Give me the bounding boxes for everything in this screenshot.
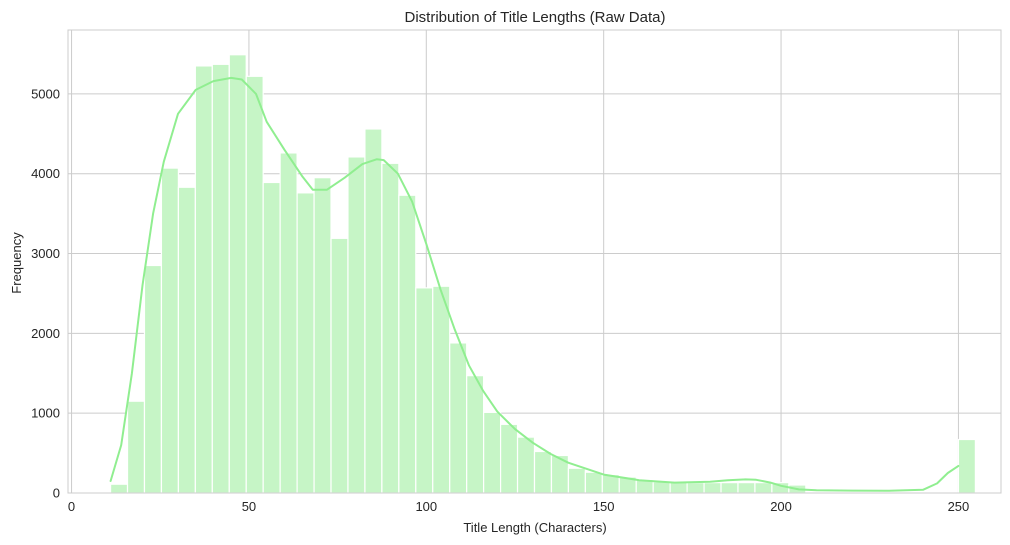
histogram-bar	[686, 482, 705, 494]
x-tick-label: 50	[242, 499, 256, 514]
histogram-bar	[567, 467, 586, 494]
chart-title: Distribution of Title Lengths (Raw Data)	[405, 9, 666, 26]
histogram-bar	[109, 483, 129, 494]
x-tick-label: 150	[593, 499, 615, 514]
y-tick-label: 1000	[31, 406, 60, 421]
axes-frame	[67, 29, 1002, 494]
y-tick-label: 4000	[31, 166, 60, 181]
histogram-bar	[347, 156, 366, 494]
x-tick-label: 250	[948, 499, 970, 514]
x-tick-label: 0	[68, 499, 75, 514]
bars-layer	[109, 54, 976, 494]
histogram-bar	[754, 482, 773, 494]
histogram-bar	[296, 192, 315, 494]
histogram-bar	[160, 167, 179, 494]
histogram-bar	[262, 181, 281, 494]
histogram-bar	[533, 450, 553, 494]
histogram-bar	[516, 436, 536, 494]
histogram-bar	[466, 375, 485, 494]
kde-layer	[109, 76, 960, 492]
histogram-bar	[483, 411, 502, 494]
histogram-bar	[584, 471, 603, 494]
y-axis-label: Frequency	[9, 232, 24, 294]
histogram-bar	[432, 285, 451, 494]
y-tick-label: 3000	[31, 246, 60, 261]
histogram-bar	[211, 63, 230, 494]
histogram-bar	[957, 438, 976, 494]
x-tick-label: 100	[415, 499, 437, 514]
y-tick-label: 5000	[31, 86, 60, 101]
y-tick-label: 0	[53, 486, 60, 501]
histogram-bar	[245, 75, 264, 494]
spines-layer	[67, 29, 1002, 494]
histogram-bar	[499, 423, 519, 494]
histogram-bar	[177, 186, 196, 494]
histogram-bar	[415, 287, 434, 494]
histogram-bar	[381, 162, 400, 494]
histogram-bar	[652, 481, 671, 494]
histogram-bar	[194, 65, 213, 494]
x-axis-label: Title Length (Characters)	[463, 520, 606, 535]
histogram-bar	[143, 264, 163, 494]
histogram-bar	[449, 342, 468, 494]
kde-line	[109, 76, 960, 492]
histogram-bar	[364, 128, 383, 494]
y-tick-label: 2000	[31, 326, 60, 341]
histogram-bar	[703, 482, 722, 494]
histogram-bar	[330, 237, 349, 494]
histogram-bar	[737, 482, 756, 494]
histogram-bar	[126, 400, 146, 494]
histogram-bar	[279, 152, 298, 494]
histogram-bar	[228, 54, 247, 494]
ticks-layer: 0 50 100 150 200 250 0 1000 2000 3000 4000 5000	[31, 86, 969, 514]
histogram-bar	[313, 177, 332, 494]
histogram-bar	[398, 194, 417, 494]
histogram-bar	[720, 482, 739, 494]
x-tick-label: 200	[770, 499, 792, 514]
